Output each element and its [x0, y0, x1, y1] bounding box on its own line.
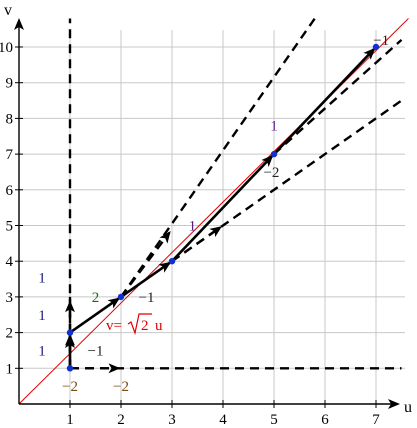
path-segment	[273, 47, 376, 155]
y-tick-label: 10	[0, 40, 13, 56]
y-axis-label: v	[4, 2, 12, 19]
y-tick-label: 8	[6, 111, 14, 127]
cone-ray-layer	[65, 17, 403, 374]
y-tick-label: 2	[6, 326, 14, 342]
path-segment	[120, 261, 172, 298]
y-tick-label: 4	[6, 254, 14, 270]
cone-ray	[273, 38, 403, 155]
y-tick-label: 1	[6, 361, 14, 377]
data-point	[168, 258, 176, 265]
x-tick-label: 3	[168, 412, 176, 428]
annotation-label: −1	[88, 343, 104, 359]
annotation-label: −1	[139, 290, 155, 306]
annotation-label: 1	[189, 219, 197, 235]
x-tick-label: 1	[66, 412, 74, 428]
path-segment-layer	[65, 47, 376, 369]
x-tick-label: 7	[372, 412, 380, 428]
x-tick-label: 5	[270, 412, 278, 428]
y-tick-label: 7	[6, 147, 14, 163]
annotation-label: 1	[270, 119, 278, 135]
annotation-label: −2	[62, 379, 78, 395]
cone-ray	[120, 17, 316, 298]
annotation-label: 2	[92, 290, 100, 306]
y-tick-label: 6	[6, 183, 14, 199]
y-tick-label: 9	[6, 76, 14, 92]
annotation-label: 1	[38, 343, 46, 359]
annotation-label: 1	[38, 270, 46, 286]
point-layer	[66, 43, 380, 372]
reference-line-layer	[18, 18, 409, 405]
annotation-label: −2	[263, 165, 279, 181]
data-point	[66, 365, 74, 372]
data-point	[117, 293, 125, 301]
equation-prefix: v=	[106, 318, 122, 334]
equation-suffix: u	[155, 318, 163, 334]
y-tick-label: 3	[6, 290, 14, 306]
reference-line	[18, 18, 409, 405]
tick-label-layer: 1 2 3 4 5 6 7 1 2 3 4 5 6 7 8 9 10	[0, 40, 380, 428]
annotation-label: −2	[113, 379, 129, 395]
x-tick-label: 2	[117, 412, 125, 428]
annotation-label: −1	[373, 33, 389, 49]
cone-ray	[171, 99, 403, 263]
data-point	[372, 43, 380, 51]
annotation-label: 1	[38, 308, 46, 324]
data-point	[66, 329, 74, 336]
x-axis-label: u	[404, 399, 412, 416]
cone-ray-arrow	[171, 226, 223, 263]
axes	[14, 18, 400, 409]
data-point	[270, 150, 278, 158]
path-segment	[171, 154, 274, 263]
grid	[19, 30, 405, 404]
sqrt-symbol	[127, 313, 152, 336]
equation-radicand: 2	[141, 318, 149, 334]
path-segment	[69, 297, 121, 334]
x-tick-label: 6	[321, 412, 329, 428]
annotation-layer: 1 1 1 2 −1 −1 −2 −2 1 1 −2 −1	[38, 33, 389, 395]
y-tick-label: 5	[6, 219, 14, 235]
cone-ray-arrow	[120, 231, 171, 298]
equation-label: v= 2 u	[106, 313, 163, 336]
x-tick-label: 4	[219, 412, 227, 428]
